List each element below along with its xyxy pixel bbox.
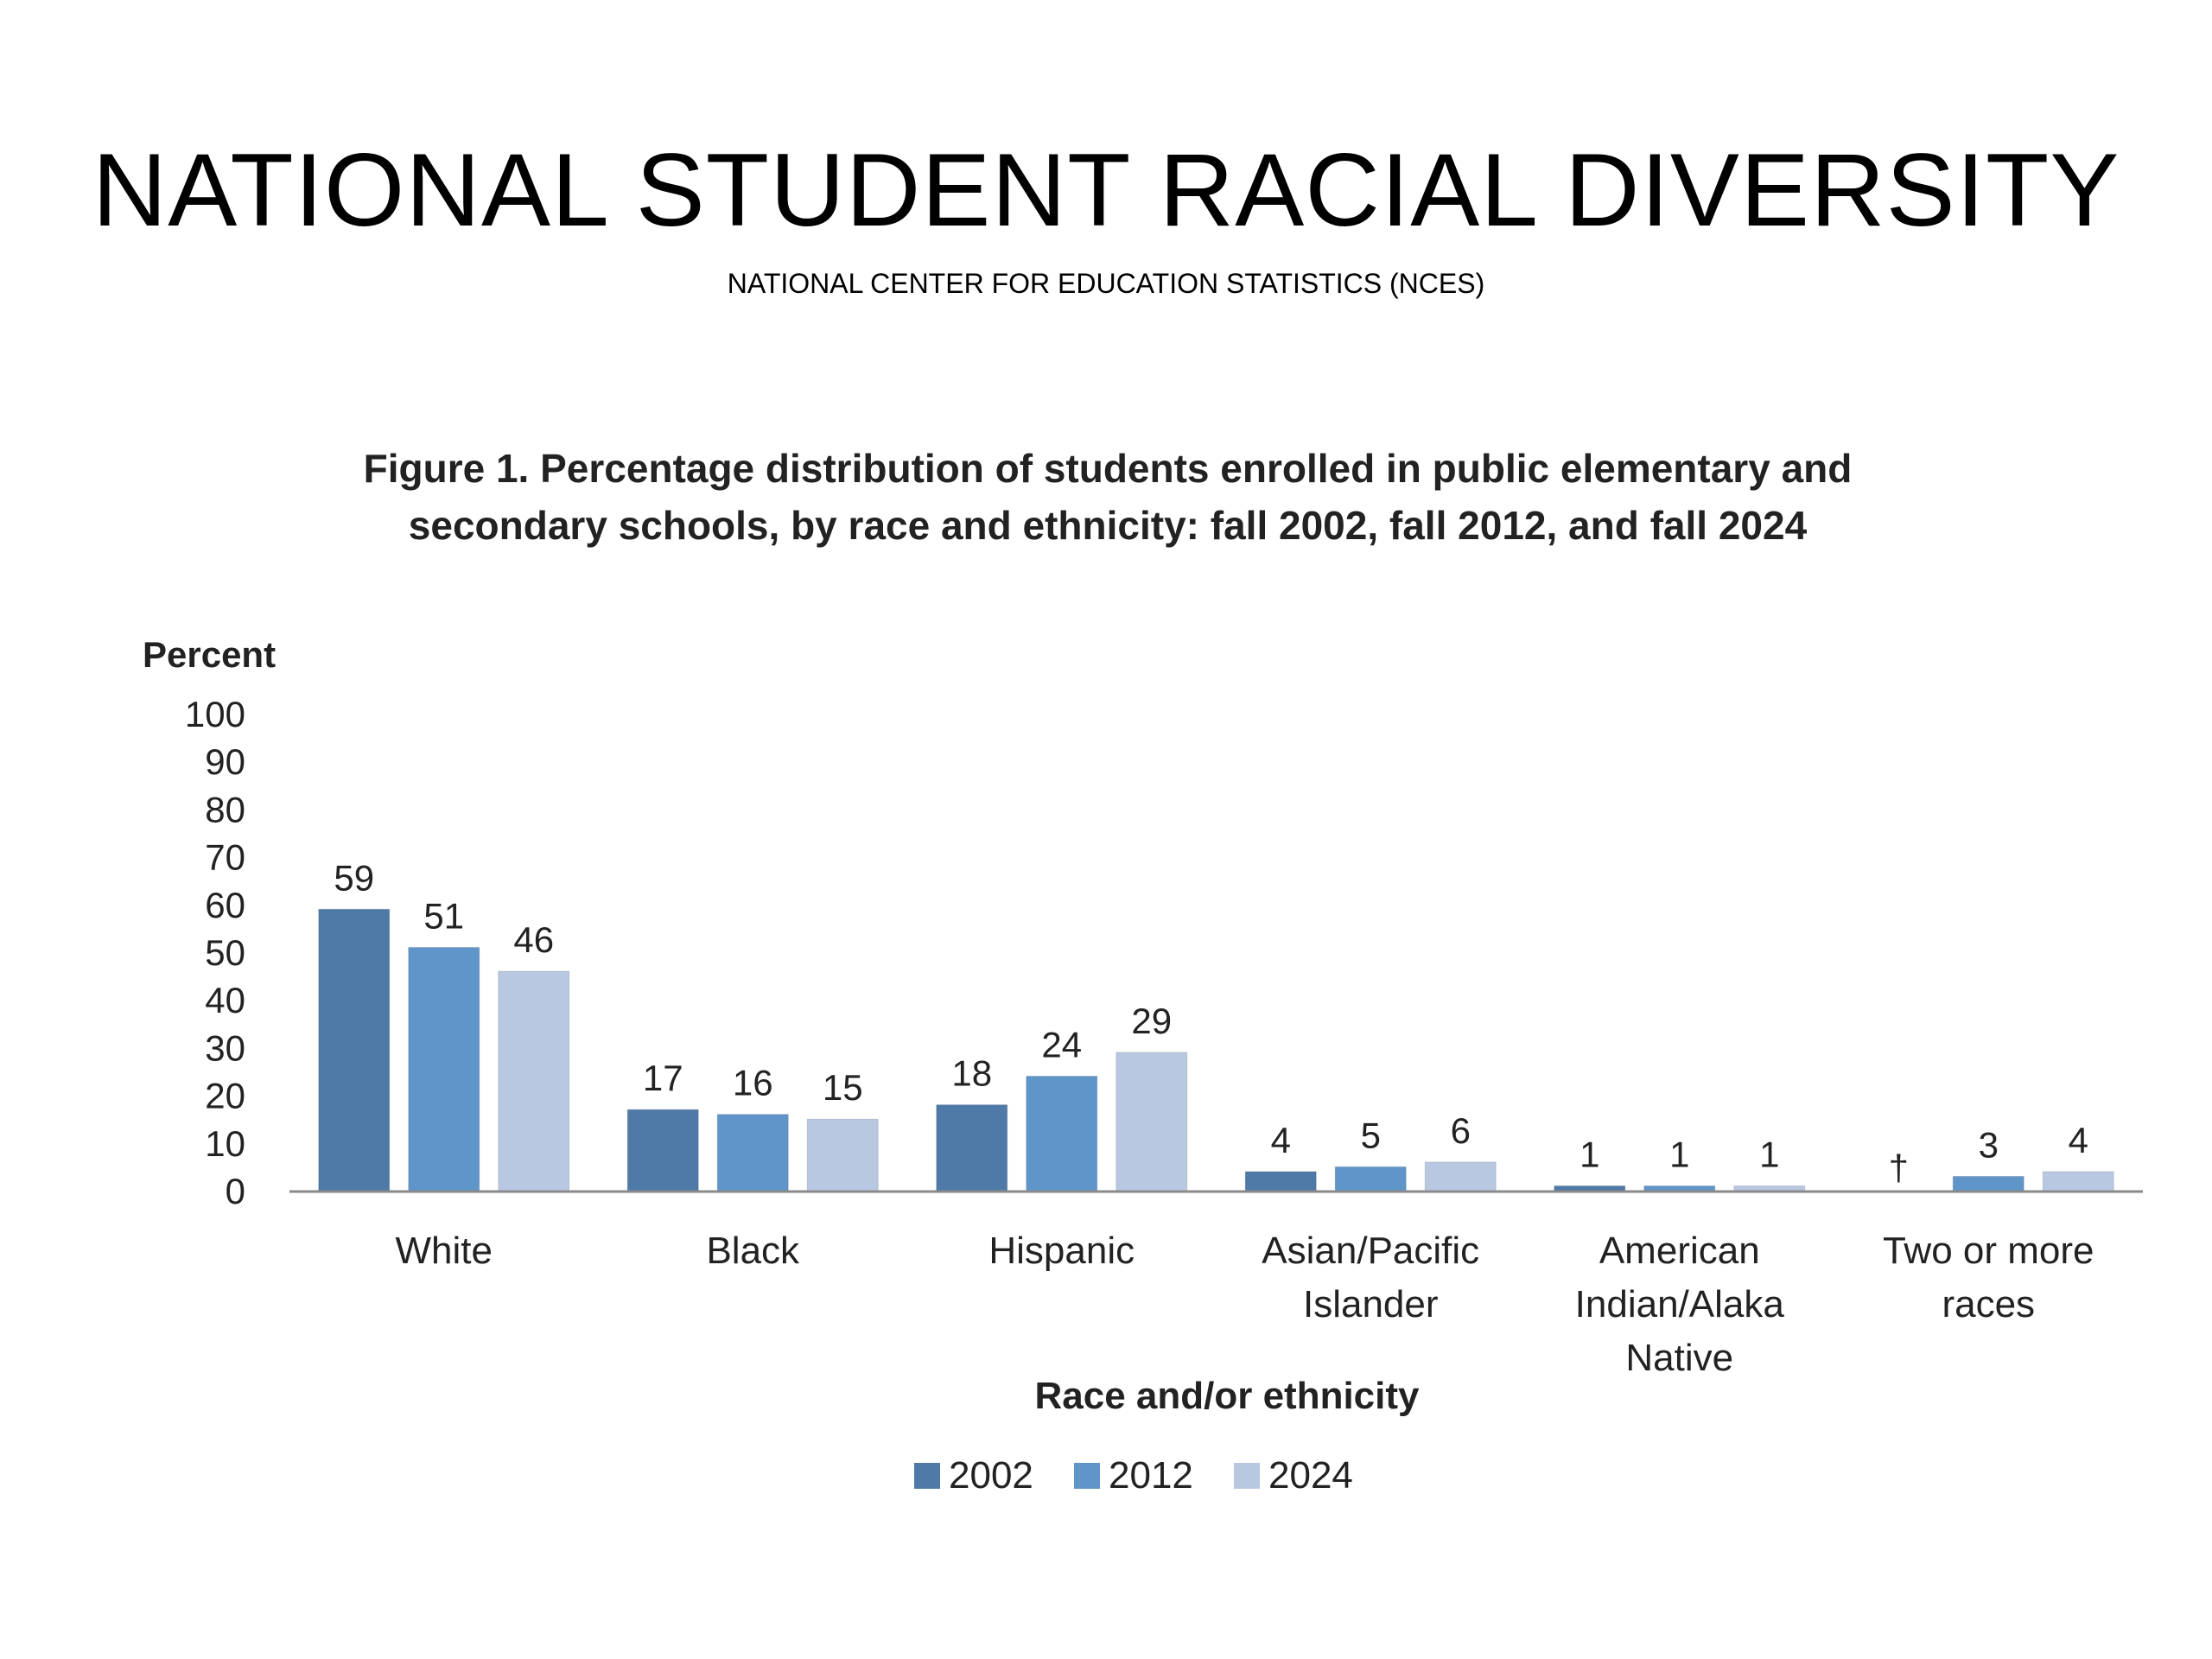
data-label: 4 bbox=[2069, 1120, 2088, 1160]
data-label: 6 bbox=[1451, 1110, 1471, 1151]
bar bbox=[806, 1118, 879, 1192]
data-labels: 59 51 46 17 16 15 18 24 29 4 5 6 1 1 1 † 3 4 bbox=[334, 857, 2088, 1188]
chart-title: Figure 1. Percentage distribution of stu… bbox=[364, 446, 1853, 548]
y-axis-ticks: 0 10 20 30 40 50 60 70 80 90 100 bbox=[185, 694, 245, 1211]
data-label: 59 bbox=[334, 857, 374, 898]
y-tick-label: 60 bbox=[205, 885, 245, 925]
y-tick-label: 10 bbox=[205, 1123, 245, 1164]
y-tick-label: 50 bbox=[205, 932, 245, 973]
y-tick-label: 90 bbox=[205, 741, 245, 782]
y-tick-label: 70 bbox=[205, 837, 245, 878]
chart-title-line: Figure 1. Percentage distribution of stu… bbox=[364, 446, 1853, 491]
data-label: 51 bbox=[423, 895, 464, 936]
data-label: 5 bbox=[1361, 1115, 1381, 1155]
data-label: 46 bbox=[513, 919, 554, 960]
category-label: Two or more bbox=[1883, 1230, 2094, 1272]
data-label: 4 bbox=[1271, 1120, 1291, 1160]
category-label: Black bbox=[706, 1230, 800, 1272]
bar bbox=[936, 1104, 1008, 1192]
data-label: 1 bbox=[1759, 1134, 1779, 1174]
category-label: Indian/Alaka bbox=[1575, 1283, 1785, 1325]
data-label: 24 bbox=[1041, 1025, 1082, 1065]
y-tick-label: 20 bbox=[205, 1076, 245, 1116]
legend-label: 2002 bbox=[949, 1454, 1033, 1497]
data-label: 18 bbox=[951, 1053, 992, 1094]
y-tick-label: 80 bbox=[205, 789, 245, 830]
y-axis-title: Percent bbox=[143, 634, 276, 675]
category-label: races bbox=[1942, 1283, 2035, 1325]
legend-label: 2024 bbox=[1268, 1454, 1353, 1497]
data-label: 1 bbox=[1580, 1134, 1599, 1174]
data-label: 17 bbox=[643, 1058, 683, 1098]
category-label: White bbox=[396, 1230, 493, 1272]
bar-series bbox=[318, 908, 2114, 1192]
data-label: 29 bbox=[1131, 1001, 1172, 1041]
y-tick-label: 30 bbox=[205, 1027, 245, 1068]
legend-swatch bbox=[914, 1463, 940, 1489]
bar bbox=[1334, 1166, 1407, 1192]
bar bbox=[2042, 1171, 2114, 1192]
y-tick-label: 40 bbox=[205, 980, 245, 1020]
slide-title: NATIONAL STUDENT RACIAL DIVERSITY bbox=[92, 132, 2120, 248]
bar bbox=[1026, 1076, 1098, 1192]
category-label: Asian/Pacific bbox=[1262, 1230, 1479, 1272]
bar bbox=[1244, 1171, 1317, 1192]
bar bbox=[1733, 1185, 1806, 1192]
legend: 2002 2012 2024 bbox=[914, 1454, 1353, 1497]
bar bbox=[1554, 1185, 1626, 1192]
bar bbox=[1116, 1052, 1188, 1192]
category-label: Hispanic bbox=[988, 1230, 1135, 1272]
category-label: Islander bbox=[1303, 1283, 1439, 1325]
legend-swatch bbox=[1074, 1463, 1100, 1489]
legend-label: 2012 bbox=[1109, 1454, 1193, 1497]
x-axis-title: Race and/or ethnicity bbox=[1034, 1375, 1420, 1417]
bar bbox=[1643, 1185, 1716, 1192]
slide-subtitle: NATIONAL CENTER FOR EDUCATION STATISTICS… bbox=[727, 268, 1485, 299]
category-label: Native bbox=[1625, 1337, 1733, 1379]
bar bbox=[408, 946, 480, 1192]
data-label: 16 bbox=[733, 1063, 773, 1103]
category-labels: White Black Hispanic Asian/Pacific Islander A… bbox=[396, 1230, 2094, 1379]
bar bbox=[1952, 1175, 2024, 1192]
bar bbox=[498, 970, 570, 1192]
bar bbox=[318, 908, 391, 1192]
legend-swatch bbox=[1234, 1463, 1260, 1489]
bar bbox=[1424, 1161, 1497, 1192]
y-tick-label: 100 bbox=[185, 694, 245, 734]
data-label: 15 bbox=[823, 1067, 863, 1108]
category-label: American bbox=[1599, 1230, 1760, 1272]
chart-title-line: secondary schools, by race and ethnicity… bbox=[409, 503, 1808, 548]
y-tick-label: 0 bbox=[226, 1171, 245, 1211]
bar bbox=[716, 1114, 789, 1192]
data-label: † bbox=[1889, 1147, 1909, 1188]
data-label: 3 bbox=[1979, 1124, 1999, 1165]
data-label: 1 bbox=[1669, 1134, 1689, 1174]
bar bbox=[626, 1109, 699, 1192]
